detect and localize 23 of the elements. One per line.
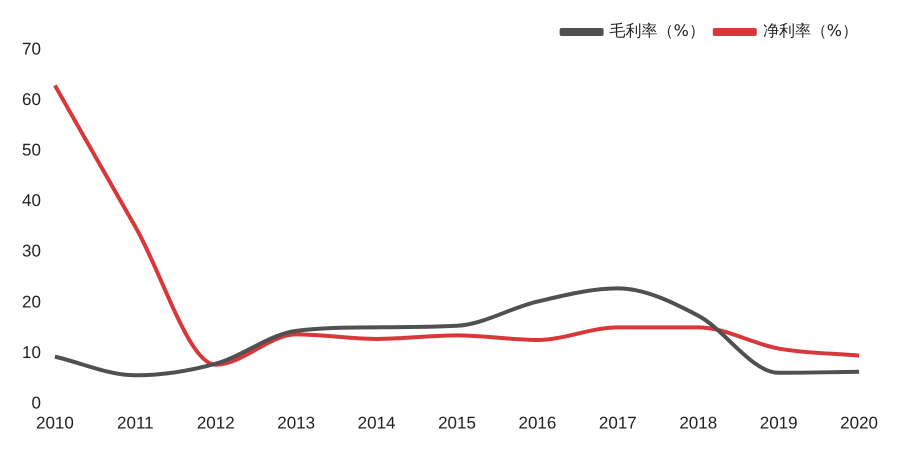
x-tick-label: 2020 <box>840 413 878 432</box>
legend-label: 毛利率（%） <box>610 21 705 40</box>
y-tick-label: 20 <box>22 292 41 312</box>
y-tick-label: 30 <box>22 242 41 261</box>
x-tick-label: 2010 <box>36 413 74 432</box>
x-tick-label: 2018 <box>679 413 718 432</box>
x-tick-label: 2011 <box>117 413 154 432</box>
x-tick-label: 2015 <box>438 413 476 432</box>
y-tick-label: 70 <box>22 40 41 59</box>
y-tick-label: 50 <box>22 140 41 160</box>
y-tick-label: 10 <box>22 342 41 362</box>
line-series <box>52 83 862 367</box>
x-tick-label: 2012 <box>196 413 235 432</box>
x-tick-label: 2019 <box>760 413 798 432</box>
x-tick-label: 2013 <box>277 413 316 432</box>
legend-label: 净利率（%） <box>762 21 858 40</box>
y-tick-label: 40 <box>22 191 41 210</box>
line-series <box>52 286 862 378</box>
x-tick-label: 2016 <box>518 413 556 432</box>
x-tick-label: 2014 <box>358 413 396 432</box>
y-tick-label: 60 <box>22 90 41 110</box>
y-tick-label: 0 <box>31 393 41 412</box>
x-tick-label: 2017 <box>598 413 637 432</box>
